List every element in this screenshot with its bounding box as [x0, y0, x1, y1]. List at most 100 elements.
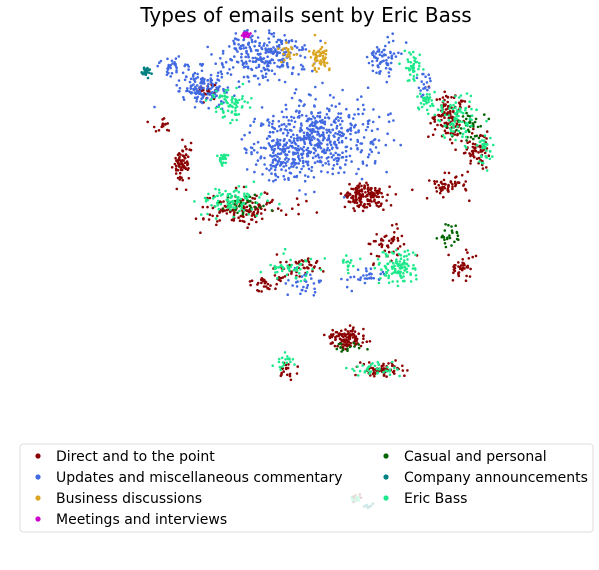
- data-point: [269, 164, 273, 167]
- data-point: [461, 132, 465, 136]
- data-point: [365, 340, 369, 344]
- data-point: [333, 143, 337, 146]
- data-point: [254, 205, 257, 209]
- data-point: [355, 337, 359, 341]
- data-point: [275, 253, 279, 256]
- data-point: [223, 94, 227, 98]
- data-point: [152, 125, 156, 129]
- data-point: [414, 253, 417, 257]
- data-point: [365, 164, 369, 167]
- data-point: [282, 165, 286, 168]
- data-point: [231, 202, 235, 205]
- data-point: [394, 359, 397, 362]
- legend-marker: [35, 453, 41, 459]
- data-point: [218, 96, 221, 99]
- data-point: [359, 257, 362, 261]
- data-point: [242, 38, 245, 42]
- data-point: [311, 130, 315, 133]
- data-point: [303, 140, 306, 144]
- data-point: [226, 71, 229, 75]
- data-point: [223, 115, 226, 118]
- data-point: [475, 134, 479, 138]
- data-point: [425, 81, 429, 84]
- chart-title: Types of emails sent by Eric Bass: [139, 3, 471, 27]
- data-point: [240, 138, 244, 141]
- data-point: [175, 164, 178, 168]
- data-point: [144, 72, 148, 75]
- data-point: [259, 156, 262, 160]
- data-point: [389, 68, 393, 71]
- data-point: [317, 67, 321, 70]
- data-point: [464, 180, 468, 183]
- data-point: [286, 293, 290, 297]
- data-point: [321, 121, 325, 124]
- data-point: [488, 150, 492, 153]
- data-point: [387, 113, 390, 116]
- data-point: [369, 148, 372, 151]
- data-point: [390, 54, 394, 57]
- data-point: [440, 235, 444, 239]
- data-point: [295, 53, 299, 56]
- data-point: [412, 75, 416, 78]
- data-point: [255, 66, 258, 70]
- data-point: [245, 49, 248, 53]
- data-point: [365, 274, 368, 277]
- data-point: [234, 186, 238, 190]
- data-point: [219, 70, 223, 73]
- data-point: [200, 69, 204, 73]
- data-point: [264, 75, 267, 79]
- data-point: [185, 160, 189, 163]
- data-point: [440, 110, 444, 114]
- data-point: [363, 187, 366, 190]
- data-point: [462, 184, 465, 187]
- data-point: [403, 250, 407, 253]
- data-point: [335, 127, 339, 130]
- data-point: [313, 66, 317, 70]
- data-point: [316, 130, 320, 134]
- data-point: [322, 126, 325, 130]
- data-point: [379, 272, 383, 276]
- data-point: [167, 71, 170, 75]
- data-point: [314, 98, 317, 101]
- data-point: [373, 198, 376, 202]
- data-point: [387, 276, 390, 280]
- data-point: [418, 53, 422, 57]
- data-point: [350, 123, 353, 127]
- data-point: [327, 160, 330, 163]
- data-point: [241, 61, 245, 65]
- data-point: [324, 41, 327, 45]
- data-point: [313, 161, 317, 164]
- data-point: [344, 339, 347, 342]
- data-point: [335, 124, 339, 128]
- data-point: [278, 357, 281, 361]
- data-point: [408, 51, 411, 54]
- data-point: [475, 157, 479, 160]
- data-point: [371, 120, 375, 124]
- data-point: [267, 37, 271, 40]
- data-point: [219, 194, 223, 197]
- data-point: [304, 289, 308, 293]
- data-point: [338, 333, 342, 336]
- data-point: [271, 161, 275, 164]
- data-point: [183, 161, 187, 165]
- data-point: [255, 214, 258, 217]
- data-point: [391, 39, 395, 43]
- data-point: [251, 56, 255, 60]
- data-point: [323, 61, 326, 64]
- data-point: [288, 374, 292, 378]
- data-point: [303, 174, 307, 177]
- data-point: [333, 140, 337, 144]
- data-point: [366, 348, 369, 351]
- data-point: [482, 139, 486, 143]
- legend-marker: [383, 453, 389, 459]
- data-point: [207, 106, 210, 110]
- data-point: [342, 261, 345, 264]
- data-point: [332, 158, 336, 162]
- data-point: [307, 137, 311, 140]
- data-point: [352, 125, 356, 129]
- data-point: [349, 138, 353, 141]
- data-point: [206, 45, 209, 49]
- data-point: [308, 133, 312, 137]
- data-point: [273, 61, 276, 65]
- data-point: [385, 63, 389, 66]
